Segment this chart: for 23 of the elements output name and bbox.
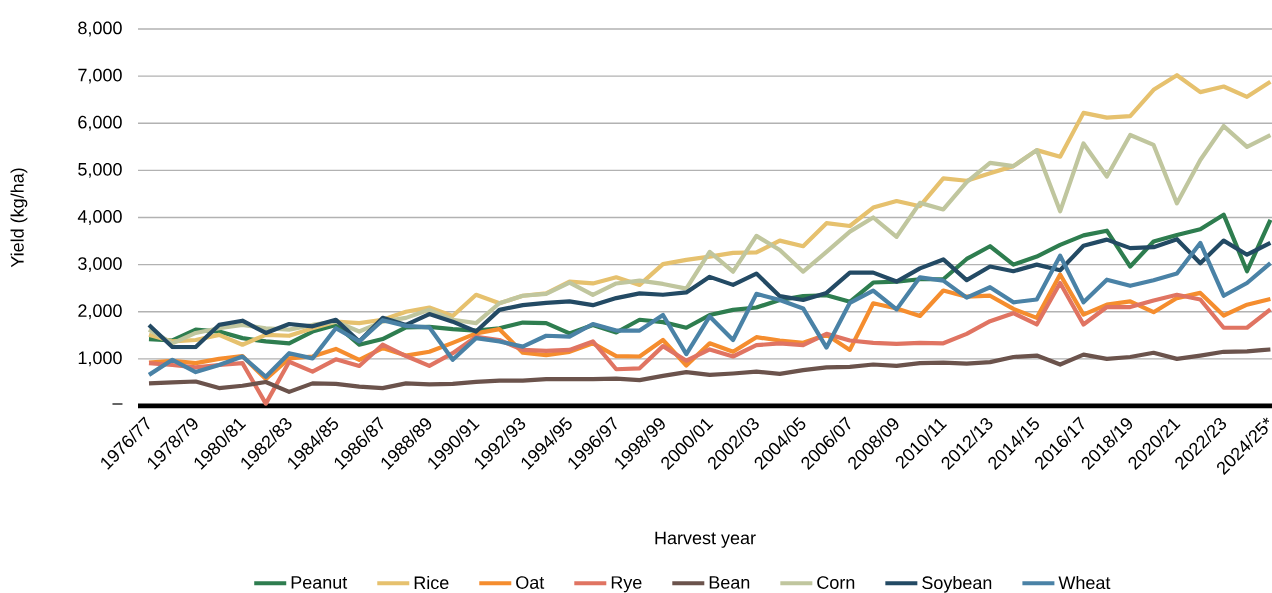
line-series: [146, 240, 1272, 379]
line-series: [146, 280, 1272, 406]
line-series: [146, 123, 1272, 346]
y-tick-label: 3,000: [78, 257, 122, 273]
y-tick-label: 4,000: [77, 210, 122, 225]
legend-label: Wheat: [1058, 575, 1111, 590]
legend-label: Peanut: [291, 576, 348, 589]
y-tick-label: 6,000: [78, 115, 122, 131]
legend-label: Rice: [414, 575, 449, 590]
y-tick-label: 5,000: [78, 162, 122, 178]
y-tick-label: 1,000: [78, 351, 122, 367]
y-tick-label: 2,000: [78, 304, 122, 320]
legend-label: Corn: [817, 576, 855, 589]
legend-label: Rye: [611, 576, 642, 593]
y-tick-label: 7,000: [78, 68, 122, 84]
y-tick-label: –: [112, 403, 123, 405]
y-tick-label: 8,000: [78, 21, 122, 37]
x-axis-title: Harvest year: [655, 531, 756, 548]
legend-label: Bean: [709, 576, 750, 589]
legend-label: Oat: [516, 576, 545, 589]
line-series: [146, 237, 1272, 350]
y-axis-title: Yield (kg/ha): [10, 168, 28, 268]
legend-label: Soybean: [922, 575, 992, 593]
